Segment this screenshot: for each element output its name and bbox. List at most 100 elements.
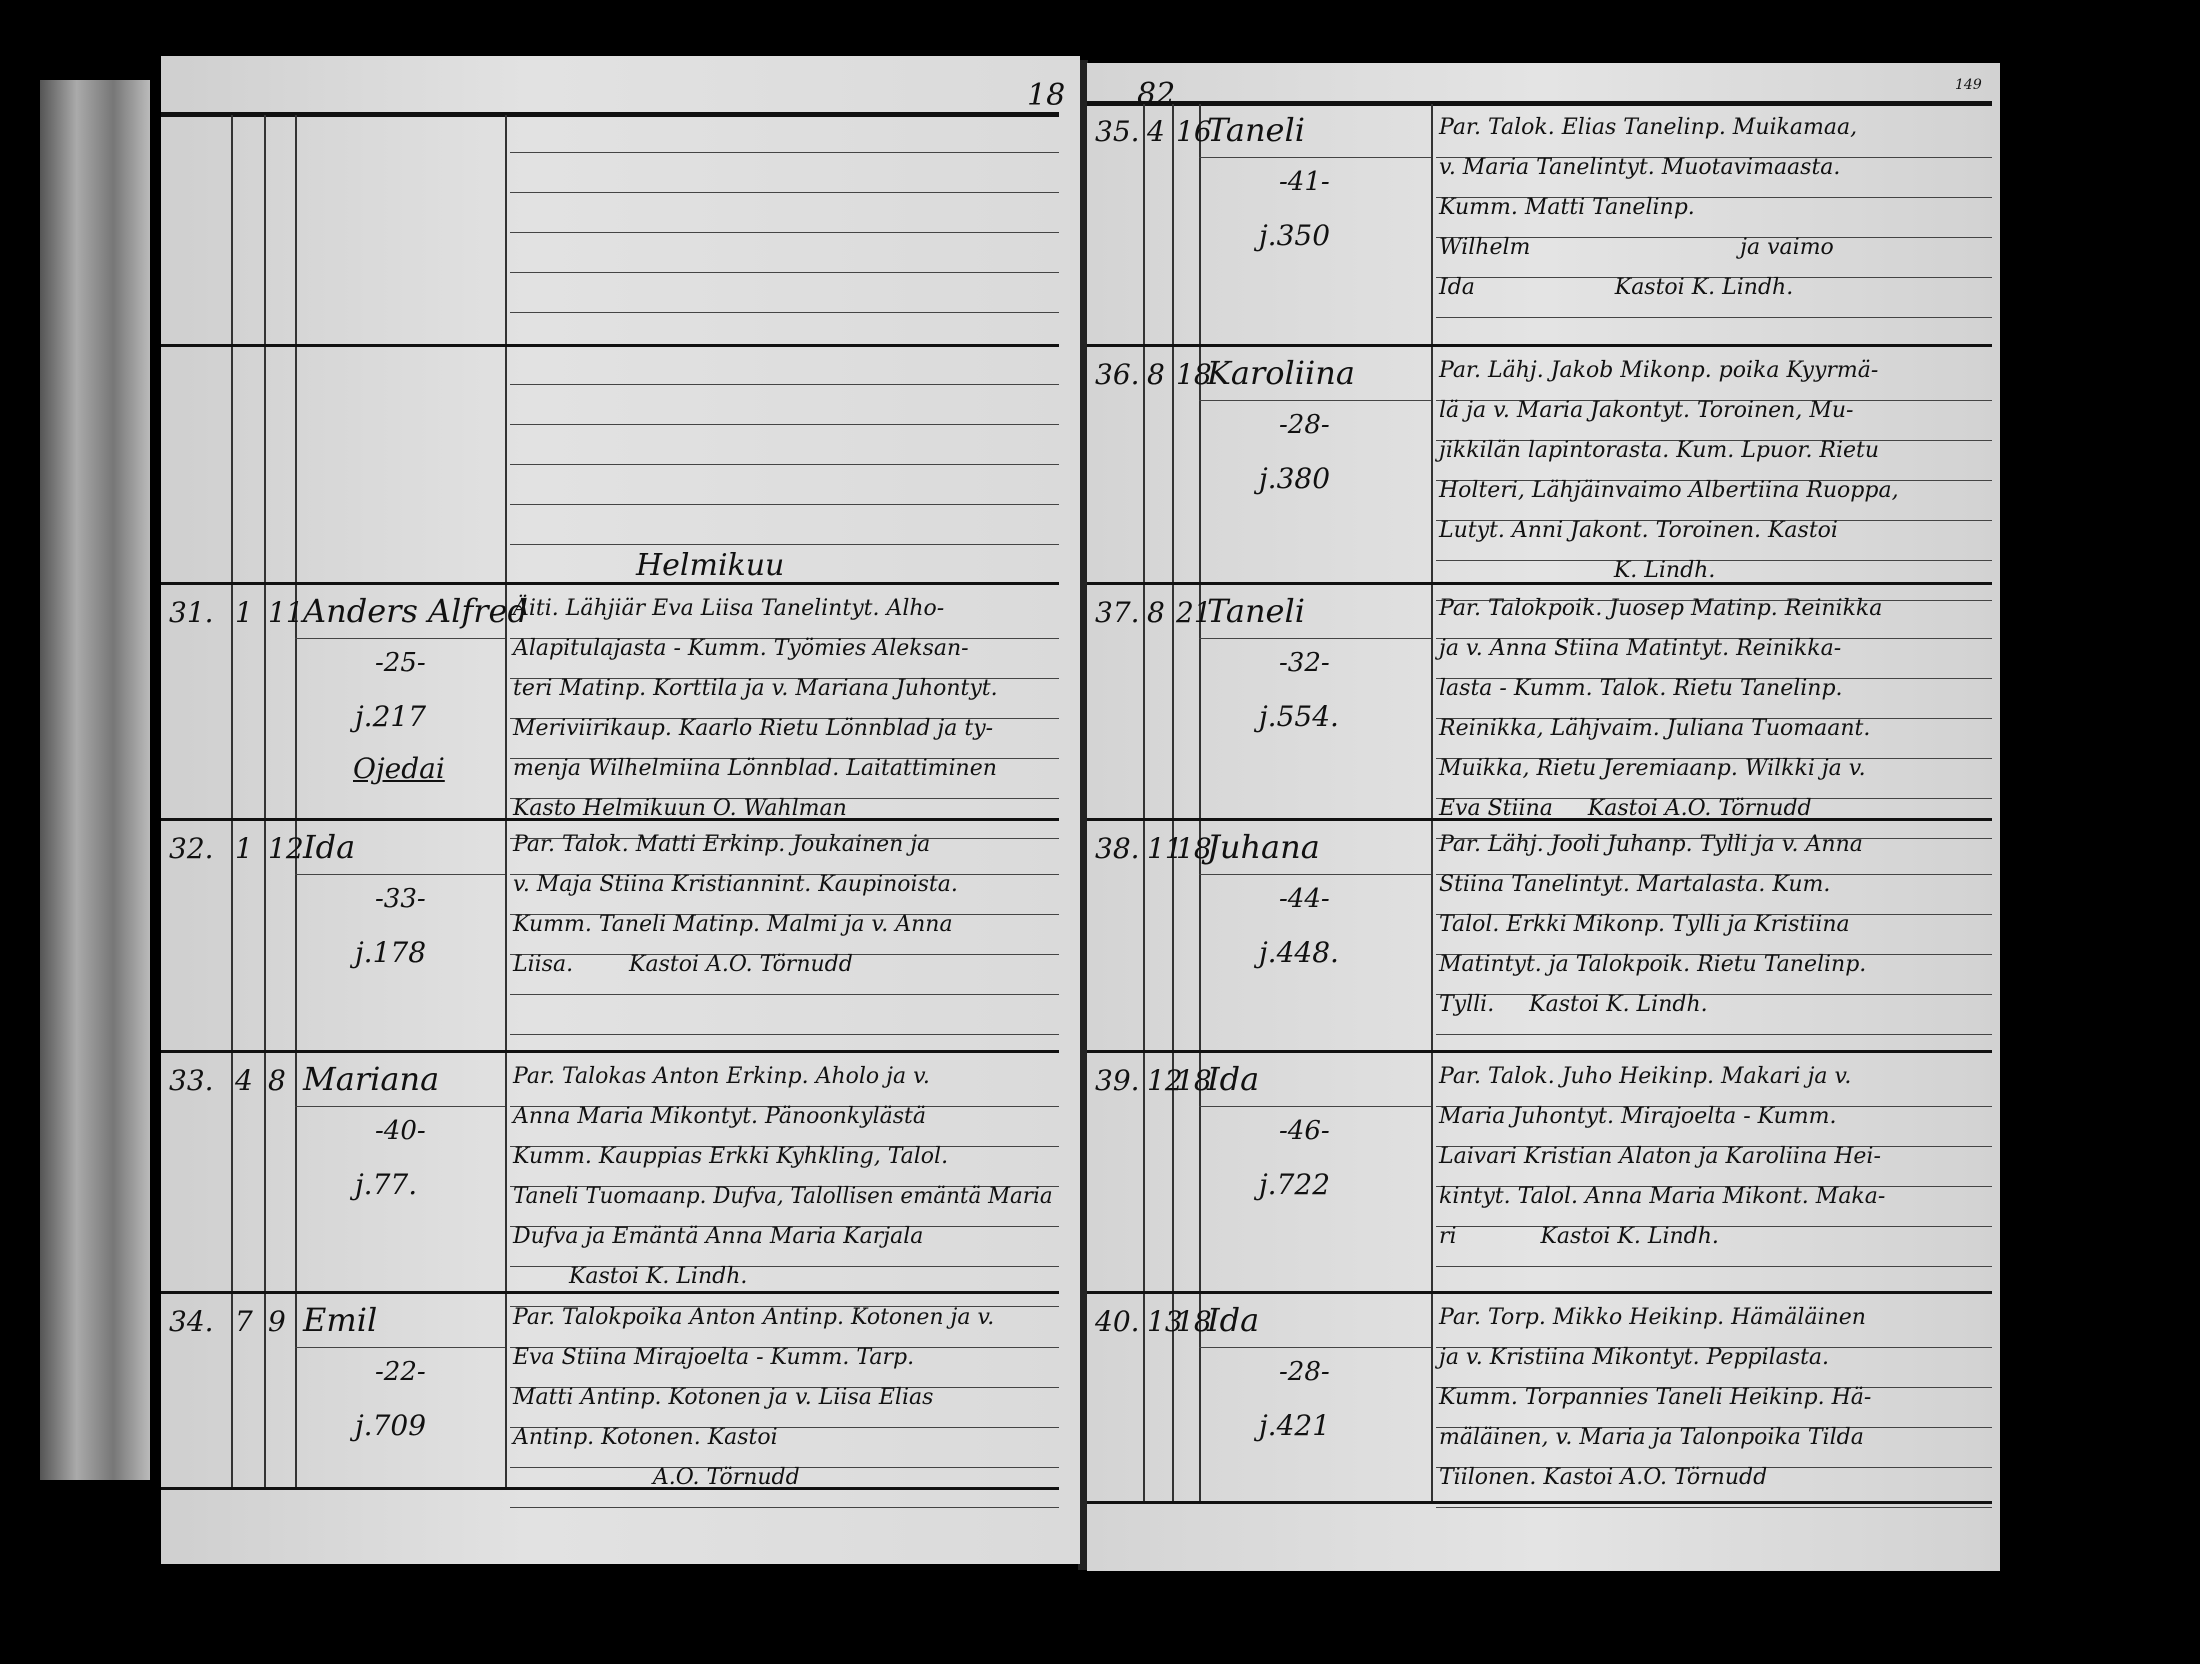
row-rule (161, 818, 1059, 821)
note-line (1436, 560, 1992, 561)
note-line (1436, 480, 1992, 481)
entry-note-line: Anna Maria Mikontyt. Pänoonkylästä (513, 1104, 926, 1129)
name-underline (1199, 1347, 1431, 1348)
entry-note-line: Maria Juhontyt. Mirajoelta - Kumm. (1439, 1104, 1837, 1129)
entry-number: 40. (1095, 1305, 1140, 1338)
entry-note-line: Liisa. Kastoi A.O. Törnudd (513, 952, 853, 977)
name-underline (1199, 638, 1431, 639)
note-line (510, 312, 1059, 313)
folio-reference: j.448. (1259, 936, 1339, 969)
folio-reference: j.554. (1259, 700, 1339, 733)
folio-reference: j.722 (1259, 1168, 1331, 1201)
note-line (1436, 1427, 1992, 1428)
note-line (1436, 400, 1992, 401)
row-rule (1087, 344, 1992, 347)
entry-note-line: kintyt. Talol. Anna Maria Mikont. Maka- (1439, 1184, 1886, 1209)
entry-note-line: teri Matinp. Korttila ja v. Mariana Juho… (513, 676, 998, 701)
note-line (510, 678, 1059, 679)
note-line (510, 1306, 1059, 1307)
entry-note-line: Taneli Tuomaanp. Dufva, Talollisen emänt… (513, 1184, 1053, 1209)
row-rule (161, 1291, 1059, 1294)
name-note: Ojedai (353, 752, 445, 785)
entry-number: 39. (1095, 1064, 1140, 1097)
child-name: Mariana (303, 1060, 440, 1098)
note-line (510, 1186, 1059, 1187)
entry-note-line: Par. Torp. Mikko Heikinp. Hämäläinen (1439, 1305, 1866, 1330)
entry-note-line: K. Lindh. (1439, 558, 1716, 583)
entry-day: 11 (268, 596, 304, 629)
column-rule (505, 112, 507, 1487)
entry-note-line: Kumm. Torpannies Taneli Heikinp. Hä- (1439, 1385, 1872, 1410)
entry-note-line: Äiti. Lähjiär Eva Liisa Tanelintyt. Alho… (513, 596, 945, 621)
entry-note-line: Wilhelm ja vaimo (1439, 235, 1834, 260)
note-line (1436, 317, 1992, 318)
note-line (1436, 678, 1992, 679)
note-line (1436, 1347, 1992, 1348)
note-line (510, 272, 1059, 273)
entry-note-line: ja v. Anna Stiina Matintyt. Reinikka- (1439, 636, 1842, 661)
child-name: Ida (1207, 1301, 1260, 1339)
note-line (1436, 440, 1992, 441)
note-line (510, 1146, 1059, 1147)
name-underline (295, 1106, 505, 1107)
age-value: -41- (1279, 167, 1330, 197)
column-rule (1199, 101, 1201, 1501)
name-underline (295, 1347, 505, 1348)
row-rule (161, 1487, 1059, 1490)
row-rule (1087, 101, 1992, 104)
child-name: Taneli (1207, 592, 1305, 630)
entry-note-line: mäläinen, v. Maria ja Talonpoika Tilda (1439, 1425, 1864, 1450)
note-line (510, 232, 1059, 233)
folio-reference: j.350 (1259, 219, 1331, 252)
row-rule (161, 582, 1059, 585)
entry-note-line: Par. Lähj. Jakob Mikonp. poika Kyyrmä- (1439, 358, 1879, 383)
child-name: Ida (303, 828, 356, 866)
entry-day: 9 (268, 1305, 286, 1338)
note-line (1436, 758, 1992, 759)
note-line (510, 1427, 1059, 1428)
entry-number: 38. (1095, 832, 1140, 865)
column-rule (1431, 101, 1433, 1501)
name-underline (295, 638, 505, 639)
note-line (1436, 237, 1992, 238)
entry-note-line: Alapitulajasta - Kumm. Työmies Aleksan- (513, 636, 969, 661)
entry-note-line: Par. Talok. Matti Erkinp. Joukainen ja (513, 832, 931, 857)
note-line (1436, 994, 1992, 995)
entry-day: 18 (1176, 1064, 1212, 1097)
entry-note-line: Muikka, Rietu Jeremiaanp. Wilkki ja v. (1439, 756, 1866, 781)
corner-number: 149 (1955, 77, 1982, 93)
note-line (510, 798, 1059, 799)
entry-note-line: Laivari Kristian Alaton ja Karoliina Hei… (1439, 1144, 1881, 1169)
note-line (1436, 1507, 1992, 1508)
entry-note-line: Kastoi K. Lindh. (513, 1264, 748, 1289)
note-line (1436, 277, 1992, 278)
note-line (1436, 1226, 1992, 1227)
entry-number: 33. (169, 1064, 214, 1097)
note-line (510, 994, 1059, 995)
row-rule (1087, 1050, 1992, 1053)
name-underline (1199, 400, 1431, 401)
entry-note-line: v. Maja Stiina Kristiannint. Kaupinoista… (513, 872, 958, 897)
entry-note-line: Holteri, Lähjäinvaimo Albertiina Ruoppa, (1439, 478, 1899, 503)
note-line (510, 718, 1059, 719)
entry-note-line: lä ja v. Maria Jakontyt. Toroinen, Mu- (1439, 398, 1854, 423)
note-line (1436, 1387, 1992, 1388)
note-line (510, 192, 1059, 193)
child-name: Ida (1207, 1060, 1260, 1098)
entry-day: 18 (1176, 832, 1212, 865)
row-rule (1087, 1501, 1992, 1504)
entry-number: 36. (1095, 358, 1140, 391)
note-line (510, 504, 1059, 505)
child-name: Juhana (1207, 828, 1320, 866)
entry-month: 4 (1147, 115, 1165, 148)
entry-note-line: ri Kastoi K. Lindh. (1439, 1224, 1719, 1249)
entry-day: 18 (1176, 358, 1212, 391)
note-line (1436, 600, 1992, 601)
note-line (1436, 638, 1992, 639)
entry-note-line: Par. Talokas Anton Erkinp. Aholo ja v. (513, 1064, 930, 1089)
entry-note-line: Kumm. Kauppias Erkki Kyhkling, Talol. (513, 1144, 949, 1169)
entry-day: 18 (1176, 1305, 1212, 1338)
note-line (510, 874, 1059, 875)
entry-month: 4 (235, 1064, 253, 1097)
note-line (510, 424, 1059, 425)
